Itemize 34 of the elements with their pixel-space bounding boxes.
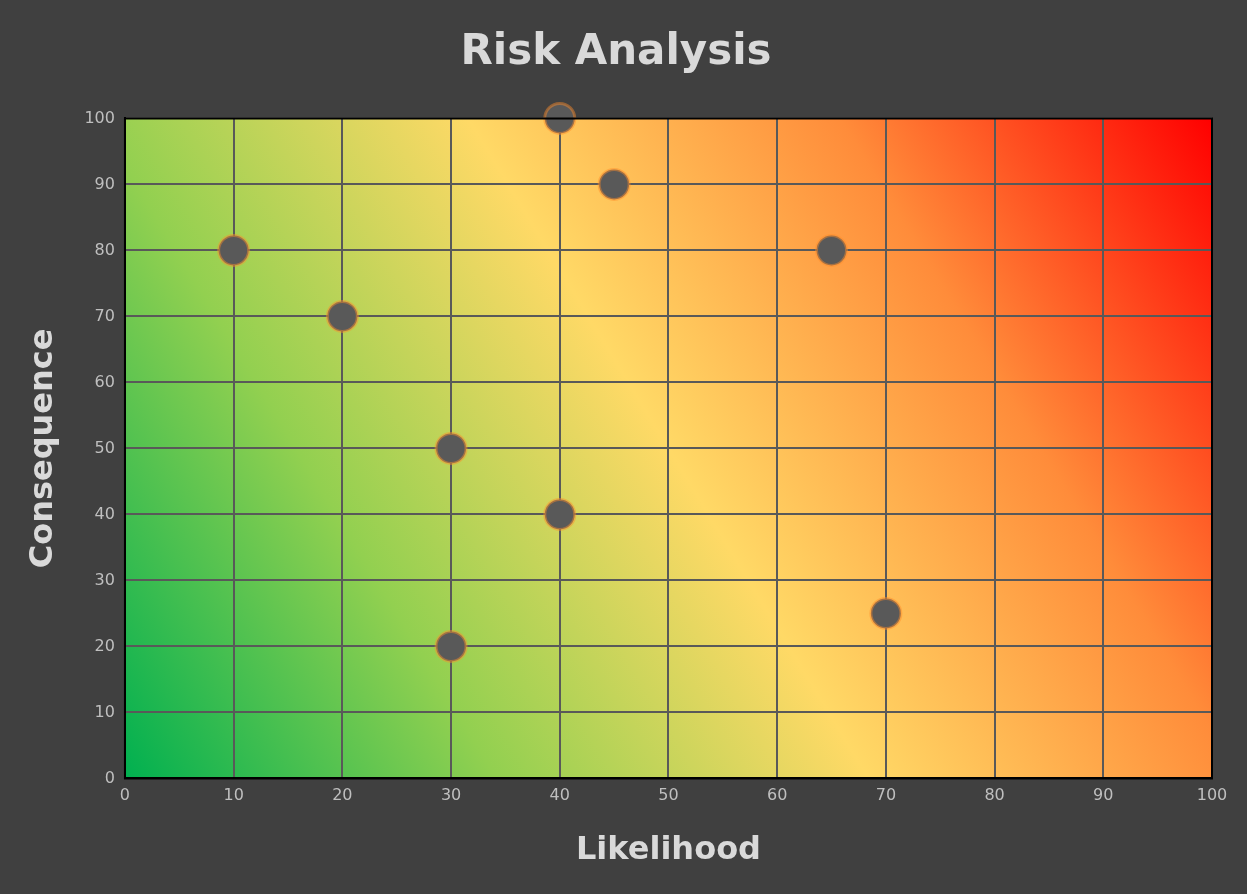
- x-tick-label: 20: [332, 785, 353, 805]
- y-tick-label: 10: [94, 701, 115, 721]
- x-tick-label: 0: [119, 785, 131, 805]
- x-tick-label: 80: [984, 785, 1005, 805]
- point: [597, 167, 631, 201]
- point: [543, 101, 577, 135]
- x-tick-label: 40: [549, 785, 570, 805]
- point: [217, 233, 251, 267]
- x-tick-label: 100: [1196, 785, 1228, 805]
- y-tick-label: 100: [84, 107, 115, 127]
- y-axis-title: Consequence: [21, 328, 60, 569]
- y-tick-label: 60: [94, 371, 115, 391]
- point: [325, 299, 359, 333]
- point: [815, 233, 849, 267]
- x-tick-label: 60: [767, 785, 788, 805]
- x-tick-label: 90: [1093, 785, 1114, 805]
- y-tick-label: 70: [94, 305, 115, 325]
- y-tick-label: 30: [94, 569, 115, 589]
- y-tick-label: 50: [94, 437, 115, 457]
- x-tick-label: 30: [440, 785, 462, 805]
- y-tick-label: 20: [94, 635, 115, 655]
- point: [434, 629, 468, 663]
- point: [869, 596, 903, 630]
- y-tick-label: 80: [94, 239, 115, 259]
- point: [434, 431, 468, 465]
- x-tick-label: 50: [658, 785, 679, 805]
- y-tick-label: 40: [94, 503, 115, 523]
- chart-title: Risk Analysis: [460, 25, 772, 75]
- y-tick-label: 0: [104, 767, 115, 787]
- x-axis-title: Likelihood: [575, 829, 762, 868]
- x-tick-label: 70: [875, 785, 897, 805]
- y-tick-label: 90: [94, 173, 115, 193]
- x-tick-label: 10: [223, 785, 244, 805]
- point: [543, 497, 577, 531]
